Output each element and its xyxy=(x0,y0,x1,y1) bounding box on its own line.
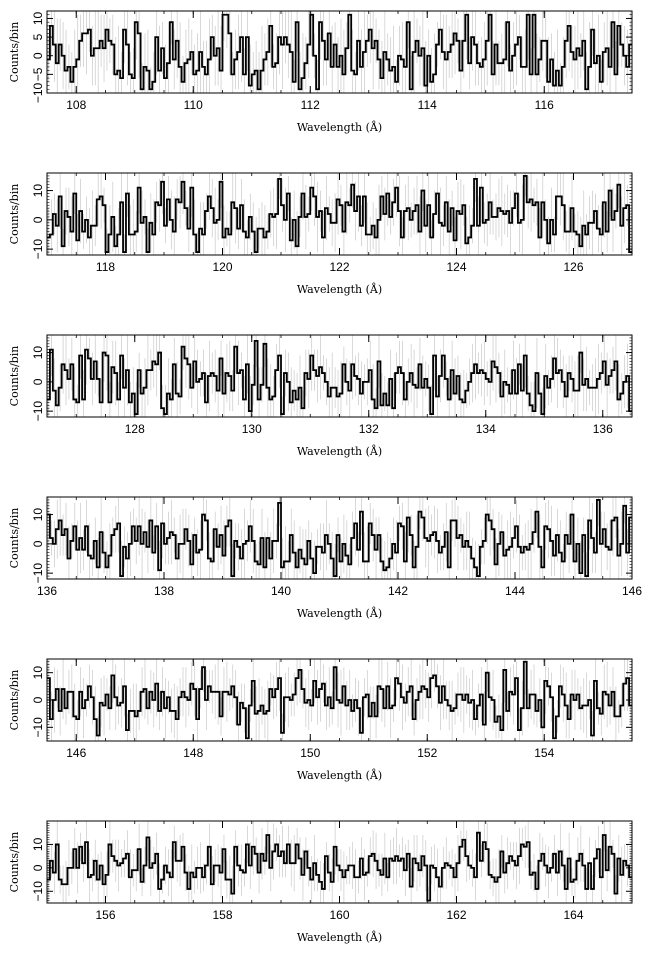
x-tick-label: 160 xyxy=(329,908,349,922)
spectrum-line xyxy=(47,499,632,577)
y-tick-label: 0 xyxy=(31,864,45,871)
x-axis-label: Wavelength (Å) xyxy=(297,768,382,782)
y-tick-label: 10 xyxy=(31,346,45,360)
x-axis-label: Wavelength (Å) xyxy=(297,930,382,944)
x-tick-label: 154 xyxy=(534,746,554,760)
x-tick-label: 146 xyxy=(66,746,86,760)
spectrum-line xyxy=(47,660,632,740)
y-tick-label: −10 xyxy=(31,717,45,738)
y-tick-label: 10 xyxy=(31,508,45,522)
x-tick-label: 132 xyxy=(359,422,379,436)
x-tick-label: 146 xyxy=(622,584,642,598)
x-tick-label: 138 xyxy=(154,584,174,598)
x-axis-label: Wavelength (Å) xyxy=(297,282,382,296)
spectrum-line xyxy=(47,175,632,253)
x-tick-label: 136 xyxy=(37,584,57,598)
x-tick-label: 142 xyxy=(388,584,408,598)
x-tick-label: 128 xyxy=(125,422,145,436)
x-axis-label: Wavelength (Å) xyxy=(297,606,382,620)
spectrum-panel-4: 136 138 140 142 144 146 −10 0 10 Wavelength (Å) Co… xyxy=(8,496,642,620)
y-tick-label: −10 xyxy=(31,401,45,422)
x-tick-label: 134 xyxy=(476,422,496,436)
y-tick-label: 0 xyxy=(31,216,45,223)
y-tick-label: −10 xyxy=(31,82,45,103)
y-tick-label: 0 xyxy=(31,696,45,703)
y-axis-label: Counts/bin xyxy=(8,670,21,731)
y-tick-label: 10 xyxy=(31,184,45,198)
y-tick-label: 0 xyxy=(31,378,45,385)
x-tick-label: 124 xyxy=(446,260,466,274)
y-tick-label: −5 xyxy=(31,67,45,81)
spectrum-panel-1: 108 110 112 114 116 −10−5 0 5 10 Wavelength (Å) Co… xyxy=(8,10,633,134)
x-tick-label: 108 xyxy=(66,98,86,112)
x-tick-label: 122 xyxy=(329,260,349,274)
y-axis-label: Counts/bin xyxy=(8,508,21,569)
y-axis-label: Counts/bin xyxy=(8,832,21,893)
x-tick-label: 144 xyxy=(505,584,525,598)
x-tick-label: 112 xyxy=(301,98,320,112)
y-tick-label: 0 xyxy=(31,540,45,547)
y-tick-label: 0 xyxy=(31,52,45,59)
x-tick-label: 150 xyxy=(300,746,320,760)
x-tick-label: 114 xyxy=(418,98,437,112)
x-tick-label: 164 xyxy=(563,908,583,922)
x-tick-label: 148 xyxy=(183,746,203,760)
y-tick-label: 10 xyxy=(31,666,45,680)
y-tick-label: −10 xyxy=(31,239,45,260)
x-axis-label: Wavelength (Å) xyxy=(297,120,382,134)
x-tick-label: 140 xyxy=(271,584,291,598)
x-tick-label: 158 xyxy=(212,908,232,922)
spectrum-panel-2: 118 120 122 124 126 −10 0 10 Wavelength (Å) Count… xyxy=(8,172,633,296)
spectrum-panel-6: 156 158 160 162 164 −10 0 10 Wavelength (Å) Count… xyxy=(8,820,633,944)
y-tick-label: −10 xyxy=(31,563,45,584)
y-axis-label: Counts/bin xyxy=(8,22,21,83)
spectrum-line xyxy=(47,13,632,91)
y-axis-label: Counts/bin xyxy=(8,184,21,245)
x-tick-label: 110 xyxy=(184,98,203,112)
spectrum-panel-3: 128 130 132 134 136 −10 0 10 Wavelength (Å) Count… xyxy=(8,334,633,458)
y-axis-label: Counts/bin xyxy=(8,346,21,407)
x-tick-label: 116 xyxy=(535,98,554,112)
x-axis-label: Wavelength (Å) xyxy=(297,444,382,458)
x-tick-label: 118 xyxy=(96,260,115,274)
x-tick-label: 136 xyxy=(593,422,613,436)
spectrum-panel-5: 146 148 150 152 154 −10 0 10 Wavelength (Å) Count… xyxy=(8,658,633,782)
x-tick-label: 130 xyxy=(242,422,262,436)
spectrum-line xyxy=(47,831,632,902)
spectrum-line xyxy=(47,339,632,415)
y-tick-label: 10 xyxy=(31,11,45,25)
y-tick-label: 5 xyxy=(31,33,45,40)
x-tick-label: 126 xyxy=(563,260,583,274)
x-tick-label: 156 xyxy=(95,908,115,922)
x-tick-label: 152 xyxy=(417,746,437,760)
x-tick-label: 162 xyxy=(446,908,466,922)
x-tick-label: 120 xyxy=(212,260,232,274)
y-tick-label: −10 xyxy=(31,881,45,902)
y-tick-label: 10 xyxy=(31,837,45,851)
